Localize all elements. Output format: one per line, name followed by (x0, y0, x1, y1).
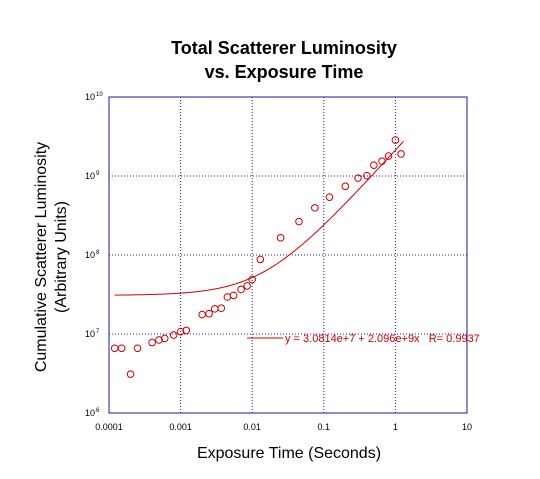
x-tick-label: 0.001 (169, 422, 192, 432)
plot-frame (108, 96, 468, 414)
x-axis-ticks: 0.0001 0.001 0.01 0.1 1 10 (95, 422, 472, 432)
chart-title-line-1: Total Scatterer Luminosity (171, 38, 397, 58)
data-point (391, 136, 400, 144)
data-point (217, 304, 226, 313)
x-tick-label: 10 (462, 422, 472, 432)
y-axis-label-line-1: Cumulative Scatterer Luminosity (33, 142, 50, 372)
data-point (276, 234, 285, 242)
data-point (370, 161, 378, 169)
y-tick-exponent: 9 (96, 171, 100, 177)
data-point (341, 182, 350, 191)
data-point (248, 275, 256, 284)
data-point (229, 291, 238, 300)
data-point (210, 305, 219, 313)
chart-title-line-2: vs. Exposure Time (205, 62, 364, 82)
data-point (295, 217, 303, 226)
fit-curve (114, 140, 404, 296)
x-tick-label: 0.01 (243, 422, 261, 432)
data-point (126, 370, 135, 378)
data-point (397, 150, 405, 158)
fit-equation-label: y = 3.0814e+7 + 2.096e+9x R= 0.9937 (285, 333, 480, 345)
x-axis-label: Exposure Time (Seconds) (197, 445, 381, 462)
data-point (384, 152, 393, 160)
data-point (160, 334, 169, 343)
y-axis-label-line-2: (Arbitrary Units) (53, 201, 70, 313)
y-tick-label: 10 (85, 92, 95, 102)
data-point (256, 255, 265, 264)
data-point (354, 174, 362, 182)
y-tick-label: 10 (85, 329, 95, 339)
data-point (110, 344, 119, 353)
data-point (223, 293, 232, 301)
data-point (198, 310, 206, 319)
data-point (176, 327, 185, 336)
data-point (325, 193, 334, 201)
y-tick-label: 10 (85, 171, 95, 181)
data-point (378, 157, 386, 165)
data-point (243, 282, 251, 290)
data-point (182, 326, 191, 335)
data-point (148, 338, 156, 347)
y-tick-exponent: 8 (96, 250, 100, 256)
y-tick-exponent: 10 (96, 92, 103, 98)
data-point (311, 204, 319, 212)
data-point (205, 309, 213, 318)
data-point (363, 171, 371, 180)
grid-lines (109, 97, 467, 413)
x-tick-label: 0.1 (318, 422, 331, 432)
y-tick-label: 10 (85, 408, 95, 418)
data-points (110, 136, 405, 378)
data-point (133, 344, 142, 353)
y-tick-exponent: 6 (96, 408, 100, 414)
data-point (169, 331, 178, 339)
y-tick-exponent: 7 (96, 329, 100, 335)
data-point (117, 344, 126, 353)
x-tick-label: 0.0001 (95, 422, 123, 432)
y-tick-label: 10 (85, 250, 95, 260)
x-tick-label: 1 (393, 422, 398, 432)
data-point (237, 285, 245, 294)
data-point (155, 336, 163, 344)
